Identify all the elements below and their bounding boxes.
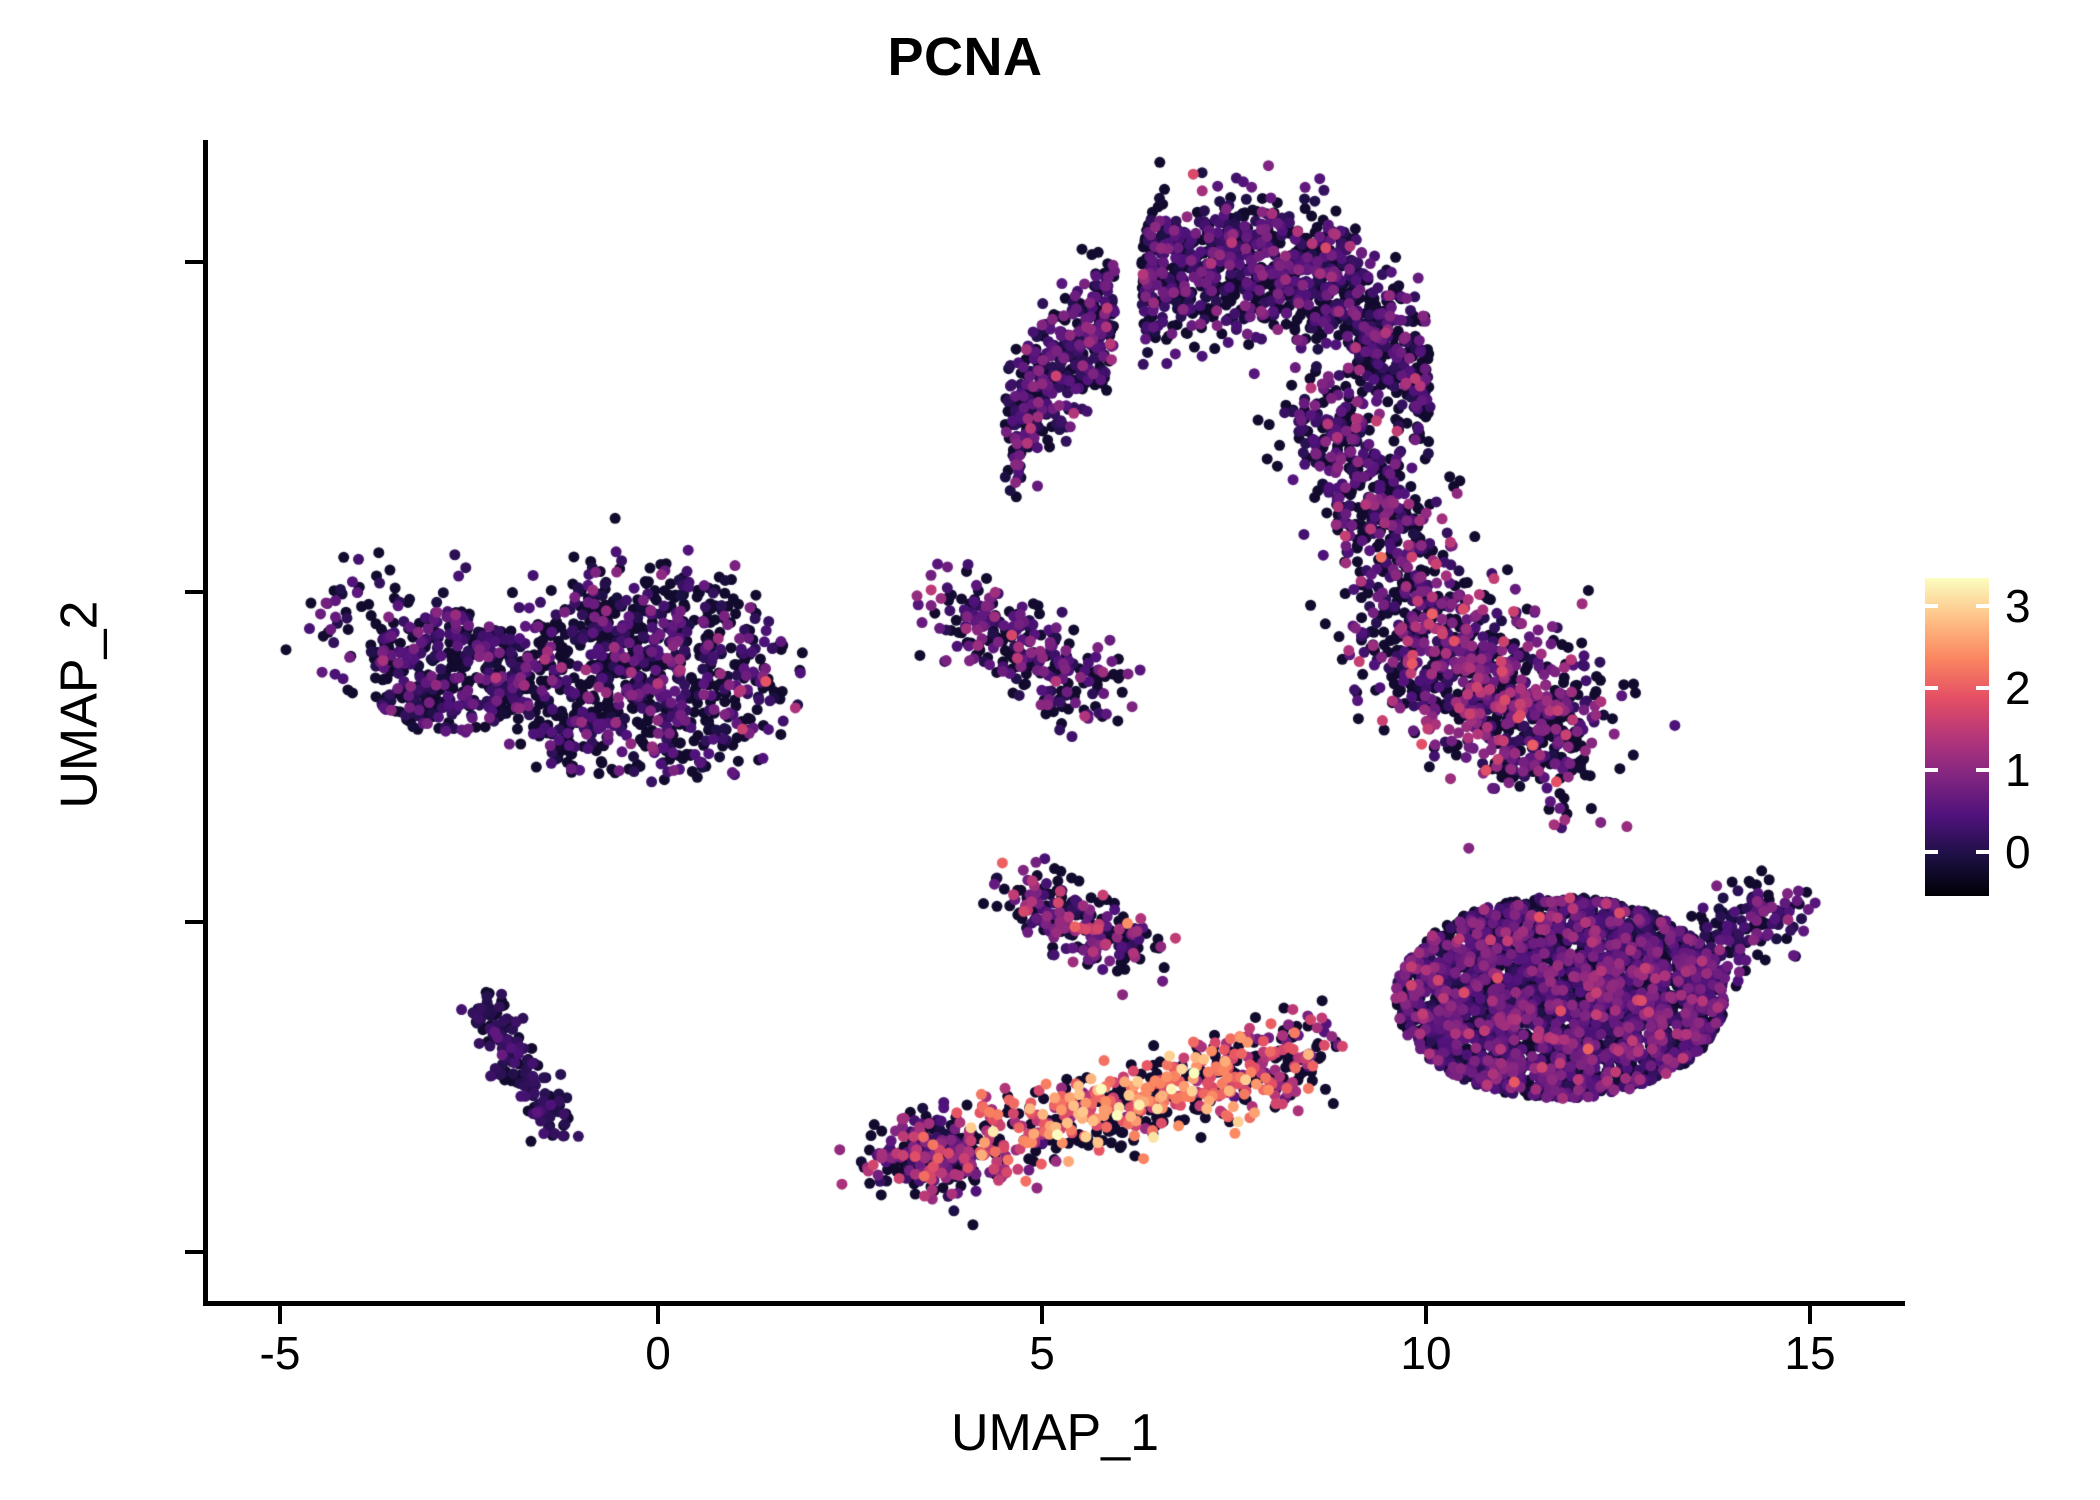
plot-panel (205, 140, 1905, 1303)
x-tick-label-5: 5 (1029, 1327, 1055, 1379)
x-tick-mark-5 (1040, 1306, 1044, 1324)
legend-label-3: 3 (2005, 580, 2031, 632)
legend-tick-0-left (1925, 850, 1938, 854)
x-tick-label-15: 15 (1784, 1327, 1836, 1379)
y-axis-line (203, 140, 208, 1305)
legend-label-1: 1 (2005, 744, 2031, 796)
page-title: PCNA (887, 27, 1043, 87)
color-legend: 3 2 1 0 (1925, 578, 2085, 908)
x-tick-label-0: 0 (645, 1327, 671, 1379)
x-axis-line (203, 1301, 1905, 1306)
x-tick-label-neg5: -5 (259, 1327, 301, 1379)
legend-tick-3-left (1925, 604, 1938, 608)
y-tick-mark-5 (185, 590, 203, 594)
x-tick-label-10: 10 (1400, 1327, 1452, 1379)
legend-tick-1-left (1925, 768, 1938, 772)
legend-label-0: 0 (2005, 826, 2031, 878)
x-tick-mark-15 (1808, 1306, 1812, 1324)
legend-tick-2-left (1925, 686, 1938, 690)
x-tick-mark-0 (656, 1306, 660, 1324)
legend-tick-2-right (1976, 686, 1989, 690)
color-legend-gradient-bar (1925, 578, 1989, 896)
x-tick-mark-neg5 (278, 1306, 282, 1324)
x-tick-mark-10 (1424, 1306, 1428, 1324)
y-axis-title: UMAP_2 (50, 600, 109, 809)
legend-tick-1-right (1976, 768, 1989, 772)
legend-tick-3-right (1976, 604, 1989, 608)
y-tick-mark-neg5 (185, 1250, 203, 1254)
umap-scatter-canvas (205, 140, 1905, 1303)
legend-tick-0-right (1976, 850, 1989, 854)
legend-label-2: 2 (2005, 662, 2031, 714)
x-axis-title: UMAP_1 (950, 1404, 1160, 1462)
y-tick-mark-10 (185, 260, 203, 264)
y-tick-mark-0 (185, 920, 203, 924)
